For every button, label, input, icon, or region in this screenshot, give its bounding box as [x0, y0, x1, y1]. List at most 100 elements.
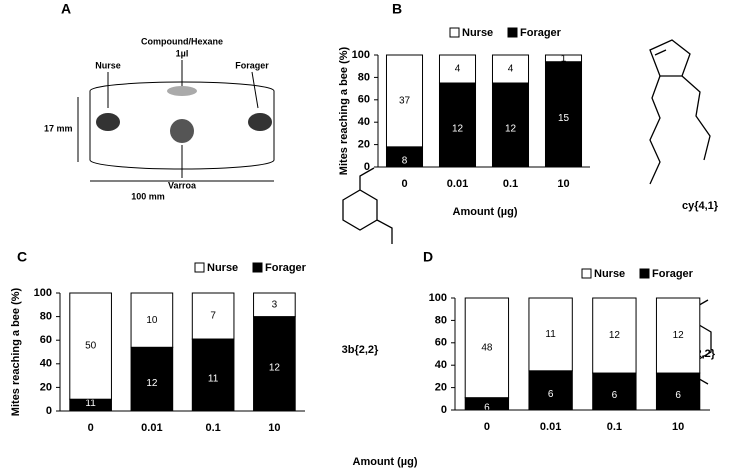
y-tick-label: 0 — [364, 161, 370, 173]
x-tick-label: 0 — [88, 422, 94, 434]
y-tick-label: 20 — [435, 382, 447, 394]
x-tick-label: 10 — [557, 178, 569, 190]
compound-label: Compound/Hexane — [141, 36, 223, 46]
nurse-label: Nurse — [95, 60, 121, 70]
panel-label: B — [392, 1, 402, 17]
count-label: 11 — [208, 374, 219, 385]
legend-swatch — [194, 262, 205, 273]
bar-segment — [592, 297, 637, 374]
count-label: 10 — [146, 315, 158, 326]
y-axis-label: Mites reaching a bee (%) — [10, 287, 22, 416]
compound-label: cy{4,1} — [682, 200, 719, 212]
count-label: 6 — [612, 390, 618, 401]
y-tick-label: 0 — [441, 404, 447, 416]
legend-label: Nurse — [462, 27, 493, 39]
legend-label: Forager — [520, 27, 562, 39]
x-tick-label: 0.01 — [540, 421, 561, 433]
count-label: 6 — [484, 402, 490, 413]
legend-label: Nurse — [594, 268, 625, 280]
bar-segment — [544, 54, 583, 63]
height-label: 17 mm — [44, 123, 73, 133]
bar-segment — [491, 54, 530, 84]
bar-segment — [191, 292, 235, 340]
count-label: 8 — [402, 156, 408, 167]
count-label: 4 — [508, 64, 514, 75]
count-label: 6 — [548, 389, 554, 400]
bee — [248, 113, 272, 131]
count-label: 11 — [85, 398, 96, 409]
width-label: 100 mm — [131, 191, 165, 201]
x-tick-label: 0.1 — [607, 421, 622, 433]
bar-segment — [385, 54, 424, 148]
bar-segment — [438, 82, 477, 168]
y-tick-label: 80 — [40, 311, 52, 323]
y-tick-label: 100 — [34, 287, 52, 299]
y-tick-label: 100 — [429, 292, 447, 304]
bar-segment — [592, 372, 637, 411]
count-label: 6 — [675, 390, 681, 401]
y-tick-label: 80 — [435, 314, 447, 326]
x-axis-label: Amount (µg) — [353, 456, 418, 468]
legend-swatch — [581, 268, 592, 279]
count-label: 3 — [272, 299, 278, 310]
chart: B Mites reaching a bee (%) Amount (µg) cy{4… — [338, 1, 719, 218]
y-tick-label: 40 — [40, 358, 52, 370]
legend-swatch — [252, 262, 263, 273]
legend-swatch — [639, 268, 650, 279]
y-tick-label: 60 — [40, 334, 52, 346]
compound-label: 3b{2,2} — [342, 344, 379, 356]
x-axis-label: Amount (µg) — [453, 206, 518, 218]
bar-segment — [491, 82, 530, 168]
count-label: 50 — [85, 341, 97, 352]
count-label: 48 — [481, 342, 493, 353]
y-tick-label: 60 — [358, 94, 370, 106]
legend-label: Forager — [265, 262, 307, 274]
count-label: 12 — [269, 362, 281, 373]
count-label: 11 — [545, 329, 556, 340]
bar-segment — [69, 292, 112, 400]
legend-label: Forager — [652, 268, 694, 280]
compound-spot — [167, 86, 197, 96]
y-tick-label: 60 — [435, 337, 447, 349]
bar-segment — [438, 54, 477, 84]
x-tick-label: 0.1 — [503, 178, 518, 190]
count-label: 12 — [146, 378, 158, 389]
bar-segment — [655, 297, 701, 374]
chart: D3c{2,2}02040608010006480.016110.1612106… — [423, 249, 716, 433]
x-tick-label: 0 — [484, 421, 490, 433]
y-tick-label: 20 — [40, 381, 52, 393]
legend-label: Nurse — [207, 262, 238, 274]
x-tick-label: 10 — [672, 421, 684, 433]
legend-swatch — [507, 27, 518, 38]
arrow — [251, 71, 259, 109]
x-tick-label: 0.01 — [141, 422, 162, 434]
y-tick-label: 80 — [358, 71, 370, 83]
count-label: 4 — [455, 64, 461, 75]
bar-segment — [655, 372, 701, 411]
panel-label: C — [17, 249, 27, 265]
panel-a: A Compound/Hexane 1µl Nurse Forager Varr… — [44, 1, 275, 201]
count-label: 37 — [399, 96, 411, 107]
x-tick-label: 0 — [401, 178, 407, 190]
bar-segment — [253, 292, 296, 318]
bar-segment — [130, 292, 174, 348]
panel-label: D — [423, 249, 433, 265]
bar-segment — [528, 297, 573, 372]
bee — [96, 113, 120, 131]
volume-label: 1µl — [176, 48, 189, 58]
bar-segment — [130, 346, 174, 412]
count-label: 12 — [505, 124, 517, 135]
x-tick-label: 0.1 — [205, 422, 220, 434]
varroa-cage — [170, 119, 194, 143]
y-tick-label: 0 — [46, 405, 52, 417]
count-label: 7 — [210, 311, 216, 322]
y-tick-label: 40 — [358, 116, 370, 128]
x-tick-label: 0.01 — [447, 178, 468, 190]
forager-label: Forager — [235, 60, 269, 70]
bar-segment — [464, 297, 510, 399]
count-label: 12 — [609, 330, 621, 341]
y-axis-label: Mites reaching a bee (%) — [338, 46, 350, 175]
count-label: 12 — [452, 124, 464, 135]
y-tick-label: 20 — [358, 139, 370, 151]
